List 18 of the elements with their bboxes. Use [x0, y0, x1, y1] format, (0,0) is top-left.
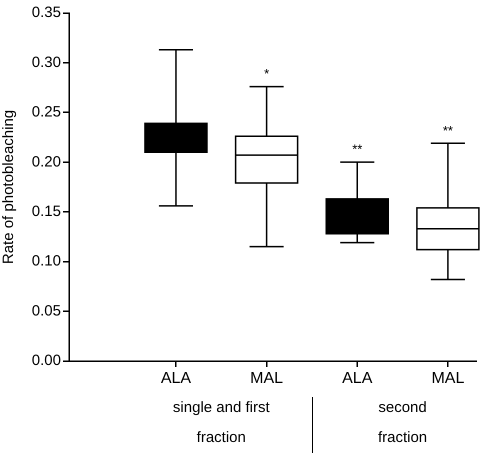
x-tick-label: MAL — [250, 370, 284, 388]
y-tick-label: 0.25 — [32, 104, 61, 121]
text: single and first fraction — [172, 398, 271, 448]
text: * — [264, 66, 270, 82]
text: ** — [442, 122, 453, 138]
y-tick-label: 0.05 — [32, 302, 61, 320]
x-tick-label: ALA — [160, 370, 192, 388]
x-tick-label: MAL — [431, 370, 464, 388]
y-tick-label: 0.30 — [32, 54, 61, 71]
y-axis-title: Rate of photobleaching — [0, 110, 18, 264]
y-tick-label: 0.20 — [32, 153, 61, 170]
text: ** — [352, 142, 362, 157]
y-tick-label: 0.10 — [32, 252, 61, 270]
text: second fraction — [376, 398, 428, 448]
x-tick-label: ALA — [342, 370, 373, 388]
y-tick-label: 0.15 — [32, 203, 61, 220]
y-tick-label: 0.35 — [32, 4, 61, 22]
y-tick-label: 0.00 — [32, 352, 61, 370]
